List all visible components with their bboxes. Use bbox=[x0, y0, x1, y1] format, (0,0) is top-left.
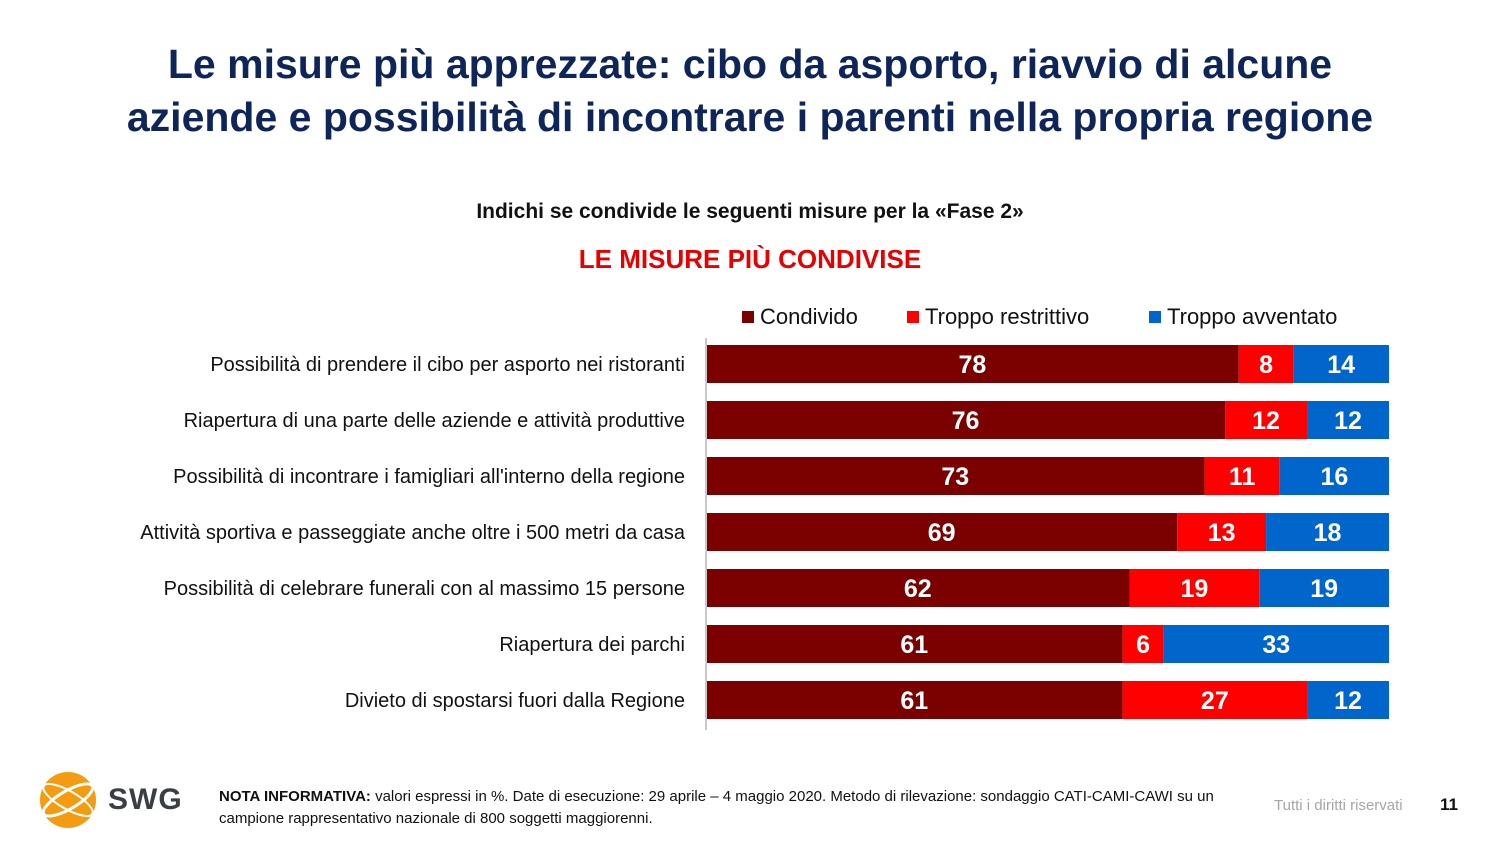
category-label: Divieto di spostarsi fuori dalla Regione bbox=[345, 690, 685, 712]
category-labels: Possibilità di prendere il cibo per aspo… bbox=[140, 354, 686, 712]
category-label: Possibilità di incontrare i famigliari a… bbox=[173, 466, 685, 488]
page-number: 11 bbox=[1440, 795, 1458, 814]
bar-segment bbox=[1122, 681, 1308, 719]
footnote-text: valori espressi in %. Date di esecuzione… bbox=[219, 788, 1214, 827]
stacked-bar-chart: Condivido Troppo restrittivo Troppo avvent… bbox=[140, 304, 1389, 730]
legend-swatch bbox=[1149, 311, 1161, 323]
category-label: Attività sportiva e passeggiate anche ol… bbox=[140, 522, 686, 544]
bar-segment bbox=[706, 457, 1205, 495]
page-title-line-1: Le misure più apprezzate: cibo da asport… bbox=[167, 41, 1333, 87]
data-label: 62 bbox=[904, 575, 932, 603]
legend-label: Condivido bbox=[760, 304, 858, 329]
bar-segment bbox=[1204, 457, 1280, 495]
bar-segment bbox=[1266, 513, 1389, 551]
legend-label: Troppo avventato bbox=[1167, 304, 1337, 329]
data-label: 12 bbox=[1334, 687, 1362, 715]
footnote-label: NOTA INFORMATIVA: bbox=[219, 788, 371, 805]
logo-text: SWG bbox=[108, 783, 183, 816]
page-title: Le misure più apprezzate: cibo da asport… bbox=[0, 38, 1500, 144]
chart-heading: LE MISURE PIÙ CONDIVISE bbox=[578, 244, 922, 274]
data-label: 19 bbox=[1180, 575, 1208, 603]
bar-segment bbox=[1163, 625, 1389, 663]
bar-segment bbox=[706, 401, 1226, 439]
bar-segment bbox=[1307, 401, 1389, 439]
bar-segment bbox=[1122, 625, 1164, 663]
bar-segment bbox=[706, 681, 1123, 719]
chart-bars: 78 8 14 76 12 12 73 11 16 69 13 18 62 19 19 61 6 33 61 27 12 bbox=[706, 345, 1389, 719]
page-title-line-2: aziende e possibilità di incontrare i pa… bbox=[126, 94, 1374, 140]
bar-segment bbox=[1225, 401, 1308, 439]
logo-globe-band bbox=[42, 782, 94, 818]
category-label: Riapertura dei parchi bbox=[499, 634, 685, 656]
data-label: 27 bbox=[1201, 687, 1229, 715]
logo-globe-band bbox=[41, 782, 95, 818]
copyright-text: Tutti i diritti riservati bbox=[1274, 797, 1403, 814]
data-label: 61 bbox=[900, 687, 928, 715]
category-label: Possibilità di prendere il cibo per aspo… bbox=[210, 354, 685, 376]
logo-globe-icon bbox=[40, 772, 96, 828]
category-label: Possibilità di celebrare funerali con al… bbox=[164, 578, 685, 600]
bar-segment bbox=[1129, 569, 1260, 607]
data-label: 69 bbox=[928, 519, 956, 547]
data-label: 73 bbox=[941, 463, 969, 491]
bar-segment bbox=[706, 513, 1178, 551]
swg-logo bbox=[40, 772, 96, 828]
bar-segment bbox=[1177, 513, 1267, 551]
chart-legend: Condivido Troppo restrittivo Troppo avvent… bbox=[742, 304, 1337, 329]
bar-segment bbox=[1279, 457, 1389, 495]
bar-segment bbox=[1293, 345, 1389, 383]
bar-segment bbox=[706, 569, 1130, 607]
bar-segment bbox=[706, 345, 1239, 383]
data-label: 33 bbox=[1262, 631, 1290, 659]
data-label: 18 bbox=[1314, 519, 1342, 547]
data-label: 13 bbox=[1208, 519, 1236, 547]
data-label: 14 bbox=[1327, 351, 1355, 379]
data-label: 61 bbox=[900, 631, 928, 659]
data-label: 6 bbox=[1136, 631, 1150, 659]
legend-swatch bbox=[742, 311, 754, 323]
legend-swatch bbox=[907, 311, 919, 323]
data-label: 8 bbox=[1259, 351, 1273, 379]
data-label: 78 bbox=[958, 351, 986, 379]
category-label: Riapertura di una parte delle aziende e … bbox=[184, 410, 685, 432]
footnote: NOTA INFORMATIVA: valori espressi in %. … bbox=[219, 786, 1219, 830]
data-label: 76 bbox=[952, 407, 980, 435]
data-label: 16 bbox=[1320, 463, 1348, 491]
data-label: 11 bbox=[1229, 463, 1256, 491]
legend-label: Troppo restrittivo bbox=[925, 304, 1089, 329]
data-label: 12 bbox=[1252, 407, 1280, 435]
bar-segment bbox=[706, 625, 1123, 663]
data-label: 12 bbox=[1334, 407, 1362, 435]
bar-segment bbox=[1307, 681, 1389, 719]
bar-segment bbox=[1238, 345, 1294, 383]
data-label: 19 bbox=[1310, 575, 1338, 603]
chart-question: Indichi se condivide le seguenti misure … bbox=[476, 200, 1024, 223]
bar-segment bbox=[1259, 569, 1389, 607]
